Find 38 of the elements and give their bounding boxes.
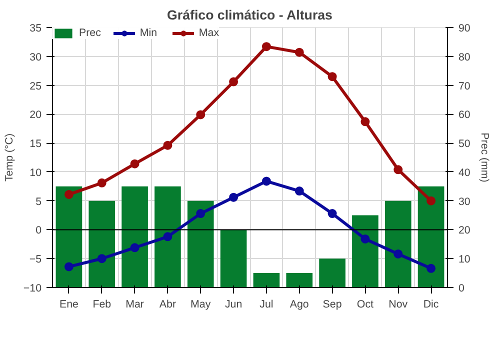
x-tick-label: Dic [423, 298, 440, 310]
y2-tick-label: 20 [458, 224, 470, 237]
y-tick-label: −10 [23, 282, 42, 294]
y2-tick-label: 40 [458, 166, 470, 179]
y2-tick-label: 50 [458, 138, 470, 150]
x-tick-label: Jun [224, 298, 242, 310]
y2-tick-label: 70 [458, 80, 470, 92]
x-tick-label: Ago [290, 298, 309, 310]
y-tick-label: −5 [29, 254, 42, 266]
x-tick-label: Sep [322, 298, 342, 310]
chart-title: Gráfico climático - Alturas [167, 8, 332, 22]
legend-label: Prec [79, 27, 101, 39]
x-tick-label: Abr [159, 298, 176, 310]
x-tick-label: Oct [356, 298, 374, 310]
y-axis-title: Temp (°C) [3, 133, 16, 182]
y2-tick-label: 30 [458, 196, 470, 208]
x-tick-label: Jul [260, 298, 274, 310]
y-tick-label: 5 [36, 196, 42, 208]
legend-label: Min [140, 27, 158, 39]
y-tick-label: 25 [30, 80, 42, 92]
x-tick-label: Mar [126, 298, 144, 310]
x-tick-label: Ene [59, 298, 79, 310]
x-tick-label: Nov [388, 298, 408, 310]
y2-tick-label: 80 [458, 51, 470, 64]
x-tick-label: May [190, 298, 212, 310]
y-tick-label: 30 [30, 51, 42, 64]
y-tick-label: 15 [30, 138, 42, 150]
y2-tick-label: 60 [458, 109, 470, 122]
y-tick-label: 35 [30, 22, 42, 34]
y2-tick-label: 90 [458, 22, 470, 34]
legend-label: Max [198, 27, 220, 39]
y-tick-label: 10 [30, 166, 42, 179]
x-tick-label: Feb [92, 298, 112, 310]
y2-tick-label: 10 [458, 254, 470, 266]
y-tick-label: 0 [36, 224, 42, 237]
y-tick-label: 20 [30, 109, 42, 122]
y2-tick-label: 0 [458, 282, 464, 294]
y2-axis-title: Prec (mm) [478, 132, 490, 182]
